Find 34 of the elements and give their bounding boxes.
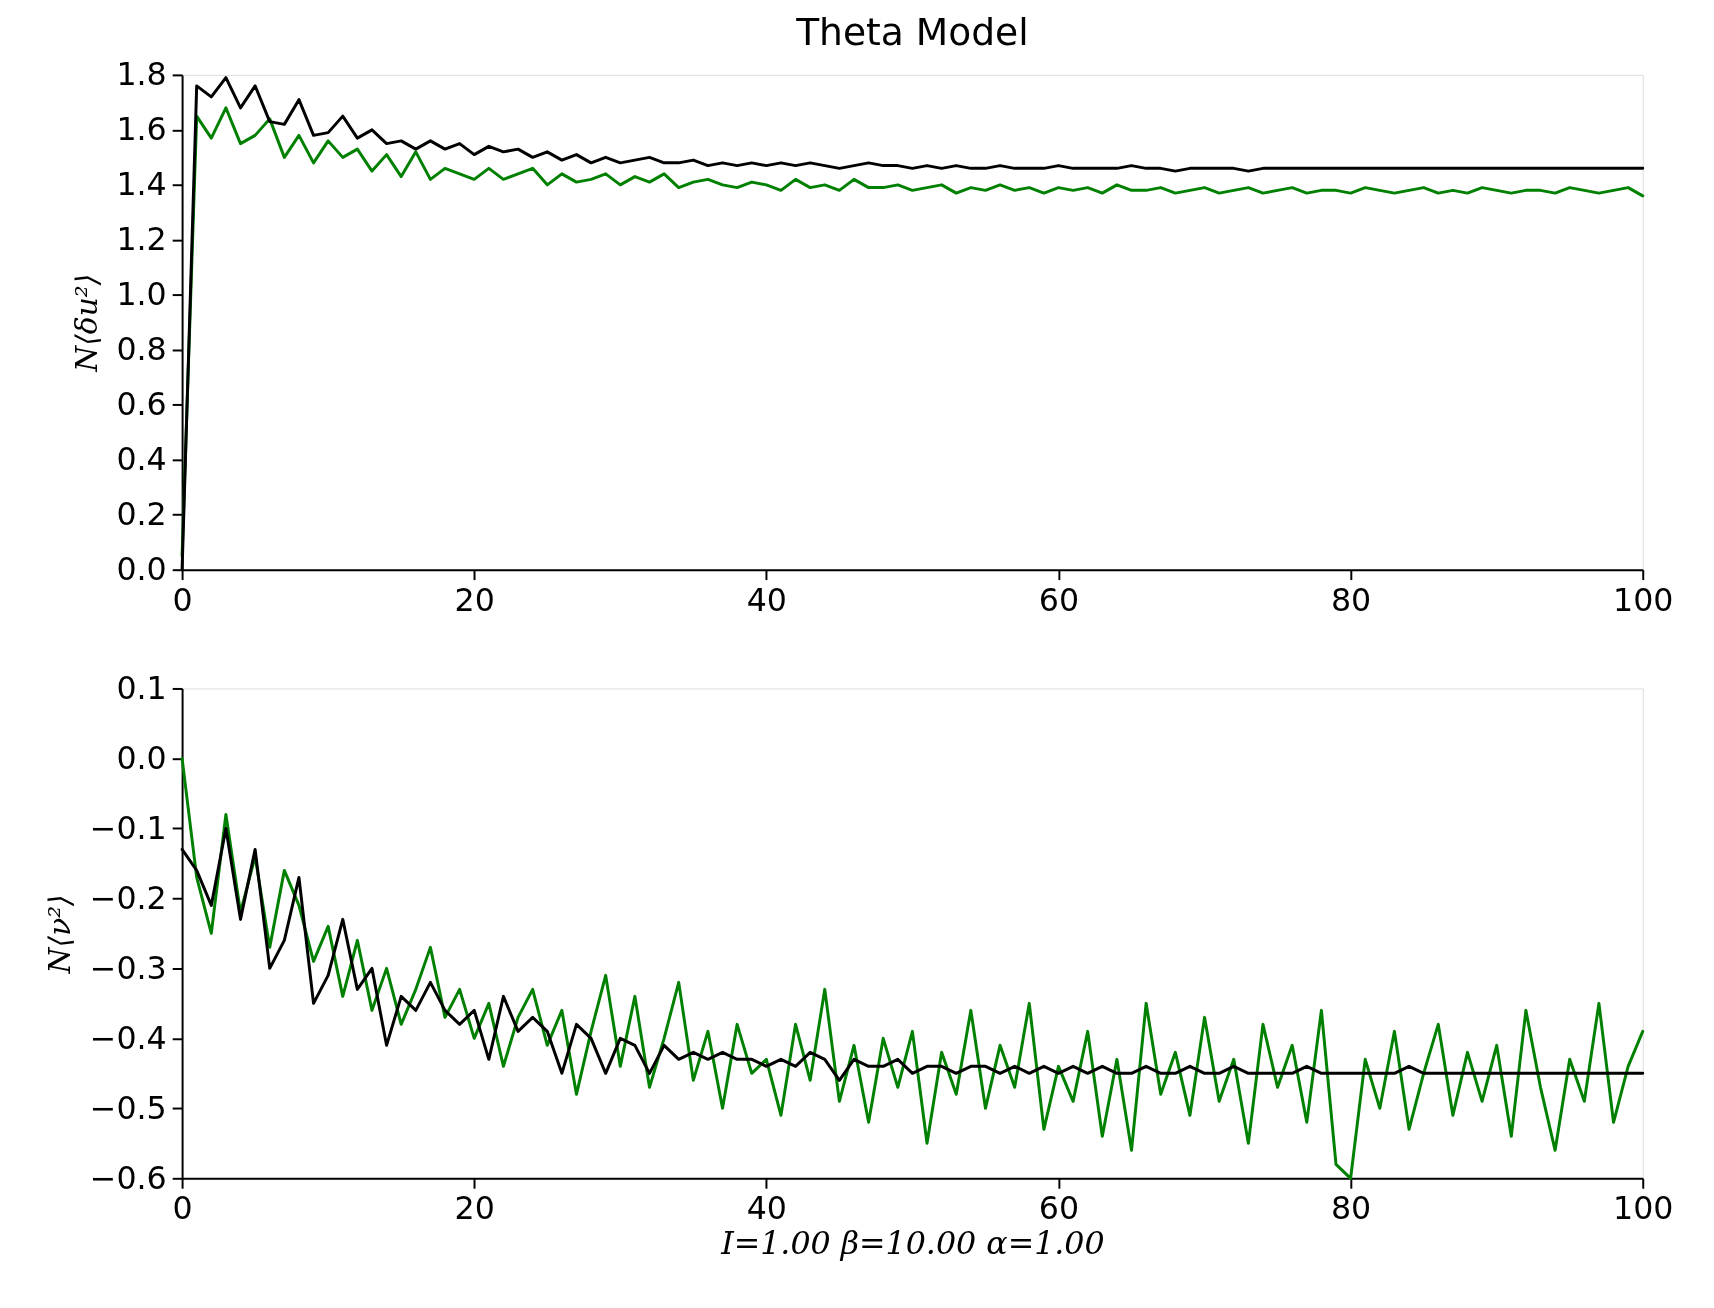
chart-title: Theta Model [795, 10, 1029, 55]
y-tick-label: 1.4 [116, 166, 167, 203]
x-tick-label: 20 [454, 581, 495, 618]
x-tick-label: 80 [1330, 581, 1372, 618]
y-tick-label: −0.3 [89, 949, 167, 986]
x-tick-label: 80 [1330, 1190, 1372, 1227]
y-tick-label: 0.1 [116, 669, 167, 706]
y-tick-label: 1.6 [116, 111, 167, 148]
x-tick-label: 0 [172, 1190, 193, 1227]
x-tick-label: 100 [1613, 1190, 1674, 1227]
y-tick-label: 0.2 [116, 496, 167, 533]
y-tick-label: 1.8 [116, 56, 167, 93]
y-tick-label: 1.0 [116, 276, 167, 313]
x-tick-label: 0 [172, 581, 193, 618]
y-tick-label: −0.4 [89, 1019, 167, 1056]
y-tick-label: 0.0 [116, 739, 167, 776]
y-tick-label: 0.6 [116, 386, 167, 423]
x-tick-label: 40 [746, 1190, 787, 1227]
x-tick-label: 40 [746, 581, 787, 618]
y-axis-title: N⟨ν²⟩ [42, 894, 78, 975]
y-tick-label: −0.1 [89, 809, 167, 846]
y-tick-label: −0.6 [89, 1159, 167, 1196]
y-tick-label: 1.2 [116, 221, 167, 258]
x-tick-label: 20 [454, 1190, 495, 1227]
x-tick-label: 60 [1038, 581, 1080, 618]
y-tick-label: 0.8 [116, 331, 167, 368]
y-axis-title: N⟨δu²⟩ [68, 273, 104, 373]
y-tick-label: 0.4 [116, 441, 167, 478]
x-tick-label: 100 [1613, 581, 1674, 618]
y-tick-label: −0.2 [89, 879, 167, 916]
y-tick-label: 0.0 [116, 551, 167, 588]
x-axis-title: I=1.00 β=10.00 α=1.00 [720, 1225, 1105, 1262]
y-tick-label: −0.5 [89, 1089, 167, 1126]
x-tick-label: 60 [1038, 1190, 1080, 1227]
